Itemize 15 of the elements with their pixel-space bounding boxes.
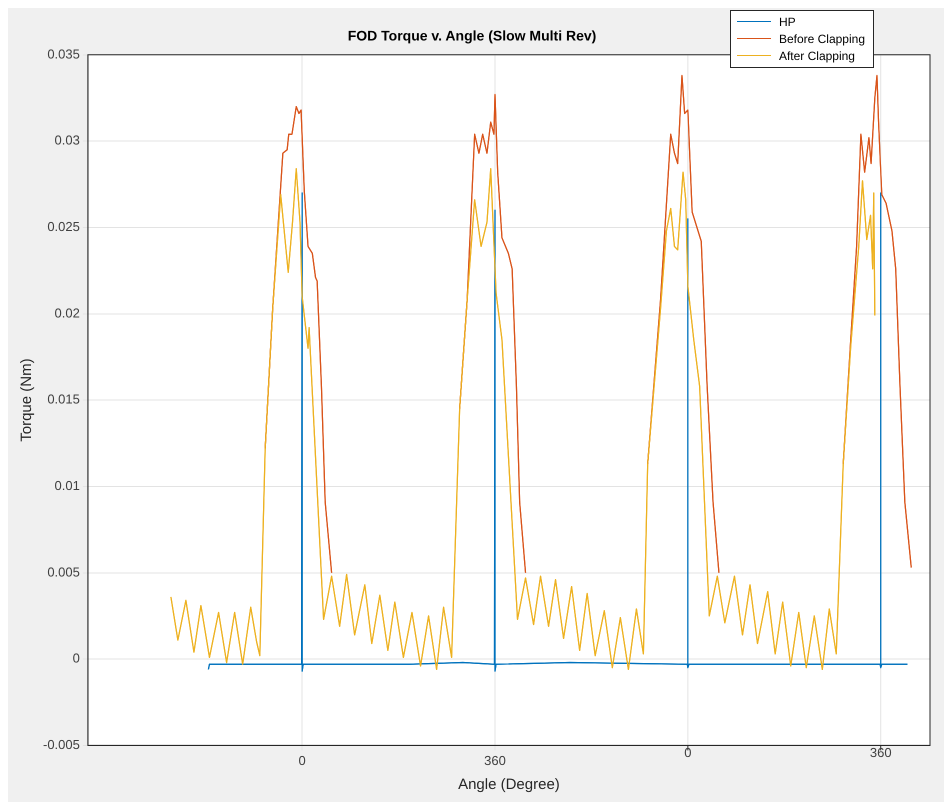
chart-title: FOD Torque v. Angle (Slow Multi Rev) (348, 27, 596, 44)
y-tick-label: 0.01 (54, 478, 80, 494)
legend-label: After Clapping (778, 48, 855, 62)
legend-label: Before Clapping (778, 32, 865, 46)
y-tick-label: 0.03 (54, 132, 80, 148)
y-tick-label: -0.005 (42, 736, 80, 752)
y-axis-title: Torque (Nm) (18, 358, 36, 442)
y-tick-label: 0.015 (47, 392, 80, 407)
legend-label: HP (778, 14, 796, 28)
x-axis-title: Angle (Degree) (458, 776, 560, 794)
y-tick-label: 0.005 (47, 564, 80, 580)
y-tick-label: 0.035 (47, 46, 80, 62)
y-tick-label: 0.025 (47, 219, 80, 234)
y-tick-label: 0.02 (54, 305, 80, 320)
y-tick-label: 0 (72, 650, 80, 666)
